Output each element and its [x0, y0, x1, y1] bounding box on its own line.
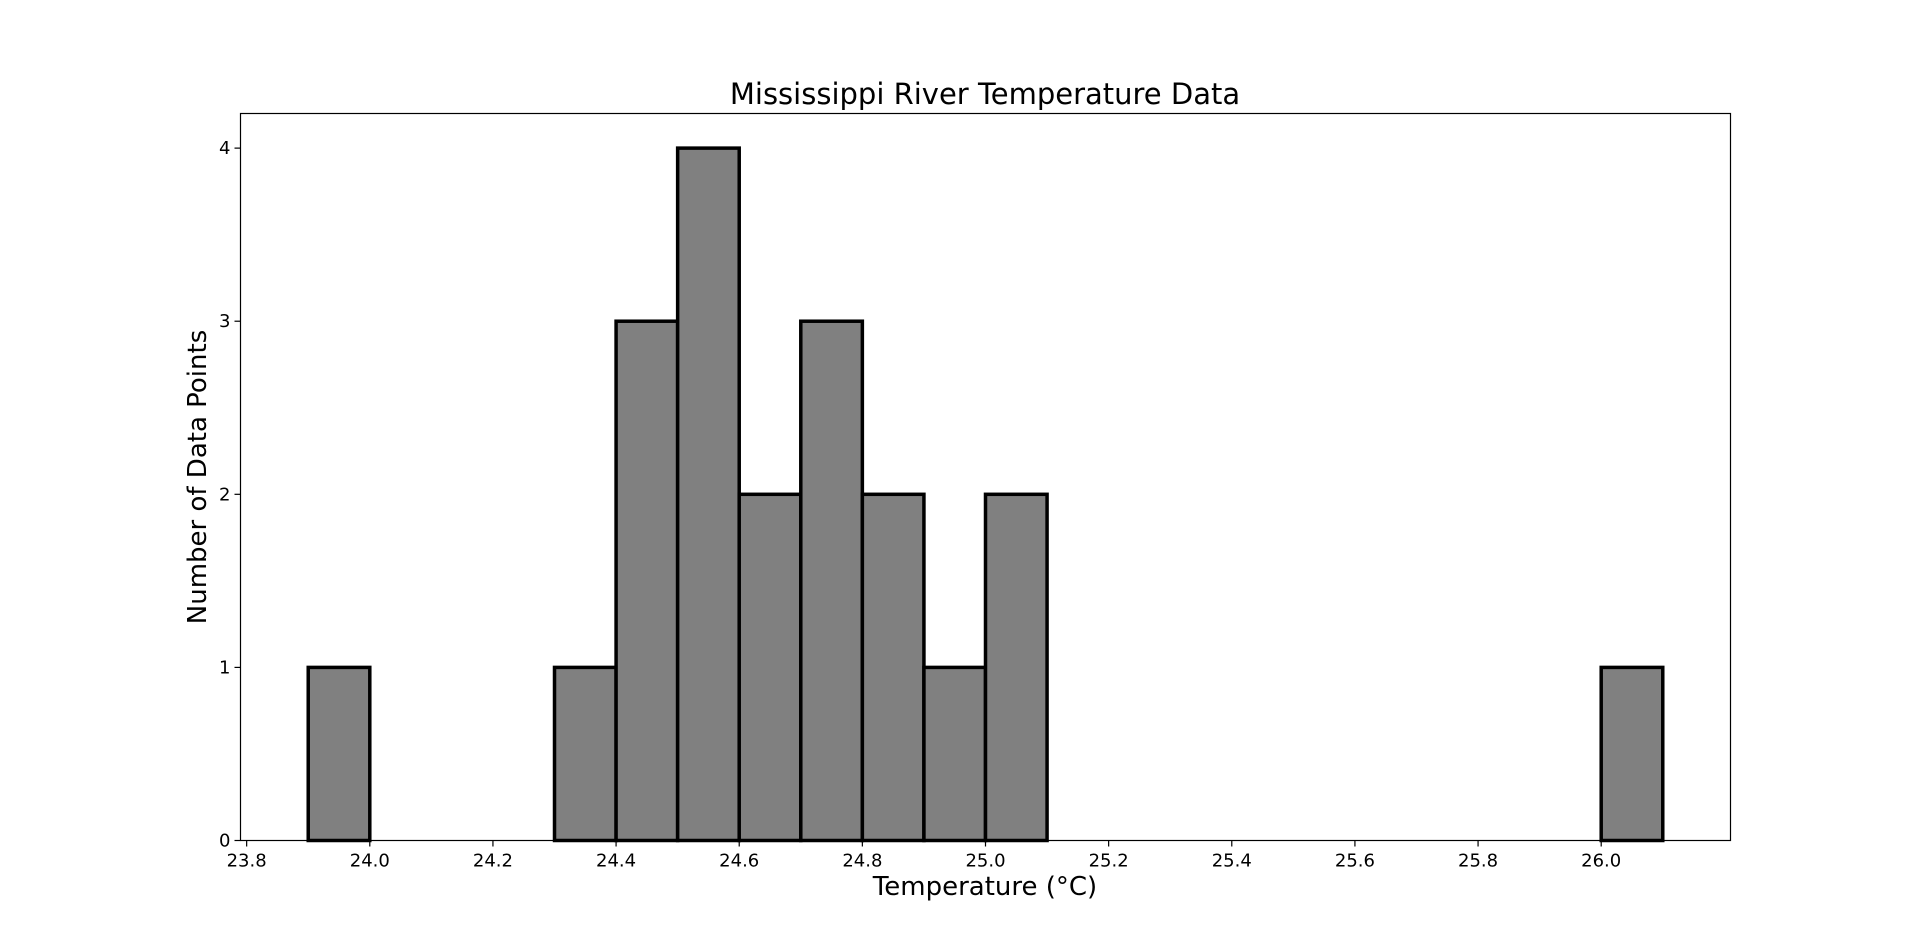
histogram-bar: [860, 492, 926, 843]
x-tick-label: 24.6: [719, 851, 759, 872]
histogram-bar: [614, 319, 680, 843]
x-tick-label: 25.2: [1089, 851, 1129, 872]
histogram-bar: [983, 492, 1049, 843]
histogram-bar: [675, 146, 741, 843]
x-tick-label: 24.2: [473, 851, 513, 872]
x-tick-label: 25.0: [965, 851, 1005, 872]
y-tick-label: 2: [219, 484, 230, 505]
y-tick-label: 3: [219, 311, 230, 332]
histogram-bar: [737, 492, 803, 843]
x-tick-label: 24.8: [842, 851, 882, 872]
bars-group: [306, 146, 1665, 843]
x-tick-label: 25.4: [1212, 851, 1252, 872]
histogram-bar: [799, 319, 865, 843]
x-tick-label: 26.0: [1581, 851, 1621, 872]
histogram-bar: [552, 665, 618, 843]
x-tick-label: 25.6: [1335, 851, 1375, 872]
x-tick-label: 24.0: [350, 851, 390, 872]
x-axis-label: Temperature (°C): [872, 872, 1097, 902]
x-tick-label: 24.4: [596, 851, 636, 872]
y-tick-label: 0: [219, 831, 230, 852]
plot-area-frame: [239, 112, 1732, 842]
x-tick-label: 23.8: [227, 851, 267, 872]
y-axis-ticks: 0 1 2 3 4: [219, 138, 241, 852]
histogram-bar: [1599, 665, 1665, 843]
y-tick-label: 4: [219, 138, 230, 159]
histogram-bar: [922, 665, 988, 843]
x-tick-label: 25.8: [1458, 851, 1498, 872]
y-axis-label: Number of Data Points: [183, 330, 213, 624]
y-tick-label: 1: [219, 657, 230, 678]
x-axis-ticks: 23.8 24.0 24.2 24.4 24.6 24.8 25.0 25.2 25.4 25.6…: [227, 840, 1621, 872]
chart-title: Mississippi River Temperature Data: [730, 77, 1240, 111]
histogram-bar: [306, 665, 372, 843]
